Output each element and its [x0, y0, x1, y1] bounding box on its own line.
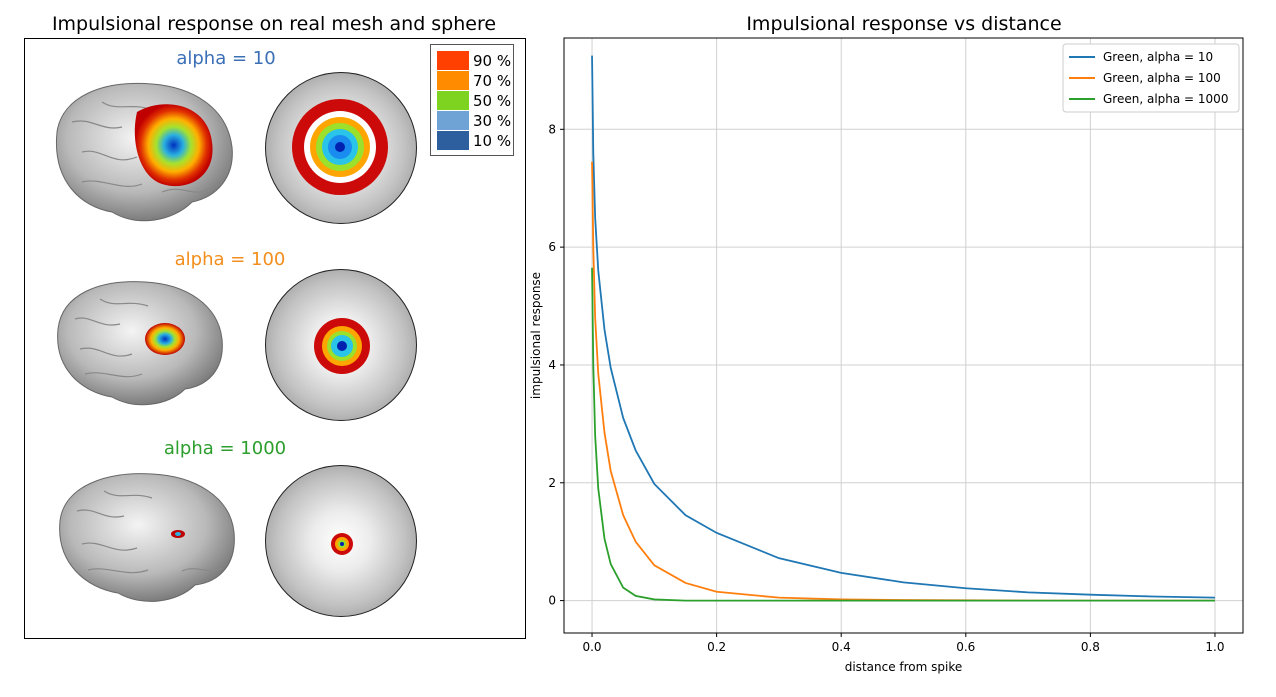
chart-legend: [1062, 43, 1240, 113]
x-axis-label: distance from spike: [845, 660, 963, 674]
legend-row-30: 30 %: [437, 111, 511, 130]
sphere-ring-10: [340, 542, 344, 546]
x-tick-label: 0.8: [1081, 640, 1100, 654]
y-tick-label: 6: [548, 240, 556, 254]
legend-label: 70 %: [473, 71, 512, 90]
y-tick-label: 2: [548, 476, 556, 490]
legend-entry: Green, alpha = 100: [1103, 71, 1221, 85]
x-tick-label: 0.6: [956, 640, 975, 654]
legend-entry: Green, alpha = 10: [1103, 50, 1213, 64]
legend-label: 90 %: [473, 51, 512, 70]
left-panel-title: Impulsional response on real mesh and sp…: [51, 13, 497, 35]
left-panel-frame: [24, 38, 526, 639]
series-line: [591, 267, 1215, 602]
legend-row-70: 70 %: [437, 71, 511, 90]
y-axis-label: impulsional response: [529, 272, 543, 399]
series-line: [591, 55, 1215, 599]
legend-row-50: 50 %: [437, 91, 511, 110]
sphere-ring-10: [337, 341, 347, 351]
legend-swatch: [437, 111, 469, 130]
legend-swatch: [437, 51, 469, 70]
alpha-1000-label: alpha = 1000: [163, 438, 287, 459]
y-tick-label: 0: [548, 594, 556, 608]
legend-label: 10 %: [473, 131, 512, 150]
brain-mesh-alpha-10: [55, 82, 233, 222]
brain-mesh-alpha-100: [57, 281, 223, 406]
chart-title: Impulsional response vs distance: [746, 13, 1062, 35]
legend-row-90: 90 %: [437, 51, 511, 70]
legend-row-10: 10 %: [437, 131, 511, 150]
alpha-10-label: alpha = 10: [176, 48, 276, 69]
y-tick-label: 8: [548, 122, 556, 136]
legend-swatch: [437, 131, 469, 150]
legend-swatch: [437, 71, 469, 90]
x-tick-label: 0.2: [707, 640, 726, 654]
sphere-alpha-1000: [265, 465, 417, 617]
x-tick-label: 1.0: [1205, 640, 1224, 654]
legend-label: 50 %: [473, 91, 512, 110]
brain-mesh-alpha-1000: [59, 473, 235, 602]
plot-frame: [563, 37, 1244, 634]
series-line: [591, 161, 1215, 602]
x-tick-label: 0.4: [832, 640, 851, 654]
percent-legend: 90 % 70 % 50 % 30 % 10 %: [430, 44, 514, 156]
sphere-alpha-10: [265, 72, 417, 224]
legend-label: 30 %: [473, 111, 512, 130]
y-tick-label: 4: [548, 358, 556, 372]
sphere-alpha-100: [265, 269, 417, 421]
x-tick-label: 0.0: [582, 640, 601, 654]
alpha-100-label: alpha = 100: [174, 249, 286, 270]
legend-swatch: [437, 91, 469, 110]
legend-entry: Green, alpha = 1000: [1103, 92, 1228, 106]
sphere-ring-10: [335, 142, 345, 152]
